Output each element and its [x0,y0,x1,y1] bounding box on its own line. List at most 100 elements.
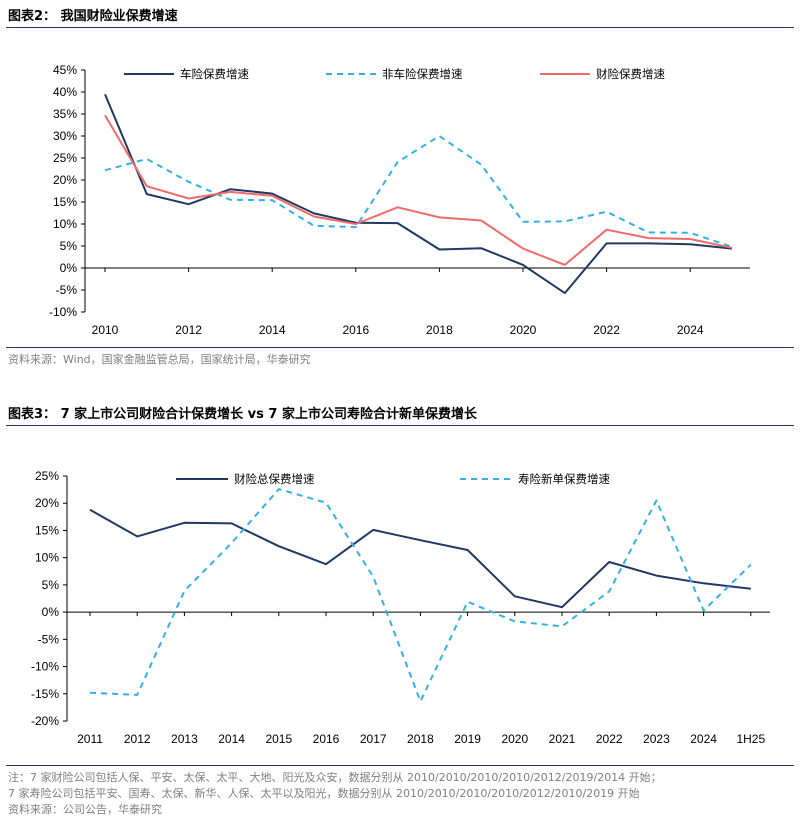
chart1-y-tick-label: 0% [60,261,78,275]
chart2-series-1-point [183,522,185,524]
chart1: -10% -5% 0% 5% 10% 15% 20% 25% 30% 35% 40% 45% 2010 2… [49,63,750,337]
chart2-series-2-point [419,700,421,702]
chart1-y-tick-label: 30% [53,129,77,143]
chart1-series-1-point [564,292,566,294]
chart2-series-2-point [750,564,752,566]
chart1-series-1-point [271,192,273,194]
chart1-legend-label: 非车险保费增速 [382,67,463,81]
chart2-series-1-point [466,549,468,551]
chart1-series-2-point [313,225,315,227]
chart2-series-1-point [419,539,421,541]
chart1-series-2-point [605,210,607,212]
figure2-caption: 图表3： 7 家上市公司财险合计保费增长 vs 7 家上市公司寿险合计新单保费增… [8,407,477,422]
figure1-caption: 图表2： 我国财险业保费增速 [8,9,178,24]
chart1-series-1-point [522,264,524,266]
chart1-x-tick-label: 2020 [510,323,537,337]
chart2-series-2-point [136,694,138,696]
chart1-series-3-point [564,264,566,266]
chart2: -20% -15% -10% -5% 0% 5% 10% 15% 20% 25% 2011 2012 2… [31,469,770,746]
chart1-series-3-point [480,219,482,221]
chart1-series-2-point [647,231,649,233]
chart1-series-2-point [480,163,482,165]
chart2-series-1-point [750,588,752,590]
chart2-y-tick-label: -5% [38,632,60,646]
chart2-x-tick-label: 2022 [596,732,623,746]
chart1-series-1-line [104,93,733,295]
figure1-top-rule [6,27,794,28]
chart1-series-1-point [146,193,148,195]
figure1-source: 资料来源：Wind，国家金融监管总局，国家统计局，华泰研究 [8,353,311,366]
chart1-y-tick-label: 25% [53,151,77,165]
figure2-note-line2: 7 家寿险公司包括平安、国寿、太保、新华、人保、太平以及阳光，数据分别从 201… [8,787,640,800]
chart2-series-2-point [466,601,468,603]
chart2-x-tick-label: 2017 [360,732,387,746]
chart2-y-tick-label: -15% [31,687,59,701]
chart1-series-3-point [689,238,691,240]
chart1-series-1-point [104,93,106,95]
chart1-x-tick-label: 2012 [175,323,202,337]
chart1-series-1-point [480,247,482,249]
figure1-bottom-rule [6,347,794,348]
figure2-note-line1: 注：7 家财险公司包括人保、平安、太保、太平、大地、阳光及众安，数据分别从 20… [8,771,662,784]
chart2-series-2-point [655,499,657,501]
chart1-series-2-point [146,158,148,160]
chart2-series-1-point [89,509,91,511]
chart2-x-tick-label: 2021 [549,732,576,746]
chart1-y-tick-label: 20% [53,173,77,187]
chart1-x-tick-label: 2010 [92,323,119,337]
chart2-series-1-point [325,563,327,565]
chart2-series-1-point [278,545,280,547]
chart1-y-tick-label: 45% [53,63,77,77]
chart2-x-tick-label: 2020 [501,732,528,746]
chart1-legend-label: 车险保费增速 [180,67,249,81]
chart2-y-tick-label: 25% [35,469,59,483]
chart1-series-2-point [438,135,440,137]
chart2-y-tick-label: -20% [31,714,59,728]
chart1-y-tick-label: 10% [53,217,77,231]
chart1-series-2-point [564,220,566,222]
chart1-series-3-point [647,237,649,239]
chart2-x-tick-label: 2018 [407,732,434,746]
chart1-series-3-point [731,247,733,249]
chart1-series-2-point [522,221,524,223]
chart2-series-2-point [372,576,374,578]
figure2-top-rule [6,425,794,426]
chart1-y-tick-label: -5% [56,283,78,297]
chart2-x-tick-label: 2011 [77,732,103,746]
figure2-source: 资料来源：公司公告，华泰研究 [8,803,162,816]
chart1-x-tick-label: 2018 [426,323,453,337]
chart2-x-tick-label: 2014 [218,732,245,746]
chart1-series-2-point [689,232,691,234]
chart2-x-tick-label: 2013 [171,732,198,746]
chart2-series-1-line [89,508,751,609]
chart1-y-tick-label: 5% [60,239,78,253]
chart2-y-tick-label: -10% [31,660,59,674]
chart2-series-1-point [372,529,374,531]
chart1-series-3-point [605,229,607,231]
chart1-series-3-point [396,206,398,208]
chart2-x-tick-label: 1H25 [736,732,765,746]
chart2-series-1-point [136,535,138,537]
chart1-series-1-point [229,188,231,190]
chart1-series-2-point [355,226,357,228]
chart2-y-tick-label: 10% [35,551,59,565]
chart1-series-2-point [229,199,231,201]
chart1-series-3-point [438,216,440,218]
chart1-series-2-point [104,169,106,171]
chart1-legend-label: 财险保费增速 [596,67,665,81]
chart2-series-2-point [608,590,610,592]
chart2-x-tick-label: 2012 [124,732,151,746]
chart1-series-1-point [187,203,189,205]
chart1-series-3-point [355,223,357,225]
chart1-series-2-line [104,135,733,248]
chart2-series-2-point [278,488,280,490]
figure2-bottom-rule [6,765,794,766]
chart1-y-tick-label: 35% [53,107,77,121]
chart2-series-2-point [702,609,704,611]
chart1-y-tick-label: -10% [49,305,77,319]
chart2-series-1-point [514,595,516,597]
chart2-series-1-point [230,522,232,524]
chart1-series-1-point [396,222,398,224]
chart1-series-1-point [438,248,440,250]
chart2-series-2-point [561,625,563,627]
